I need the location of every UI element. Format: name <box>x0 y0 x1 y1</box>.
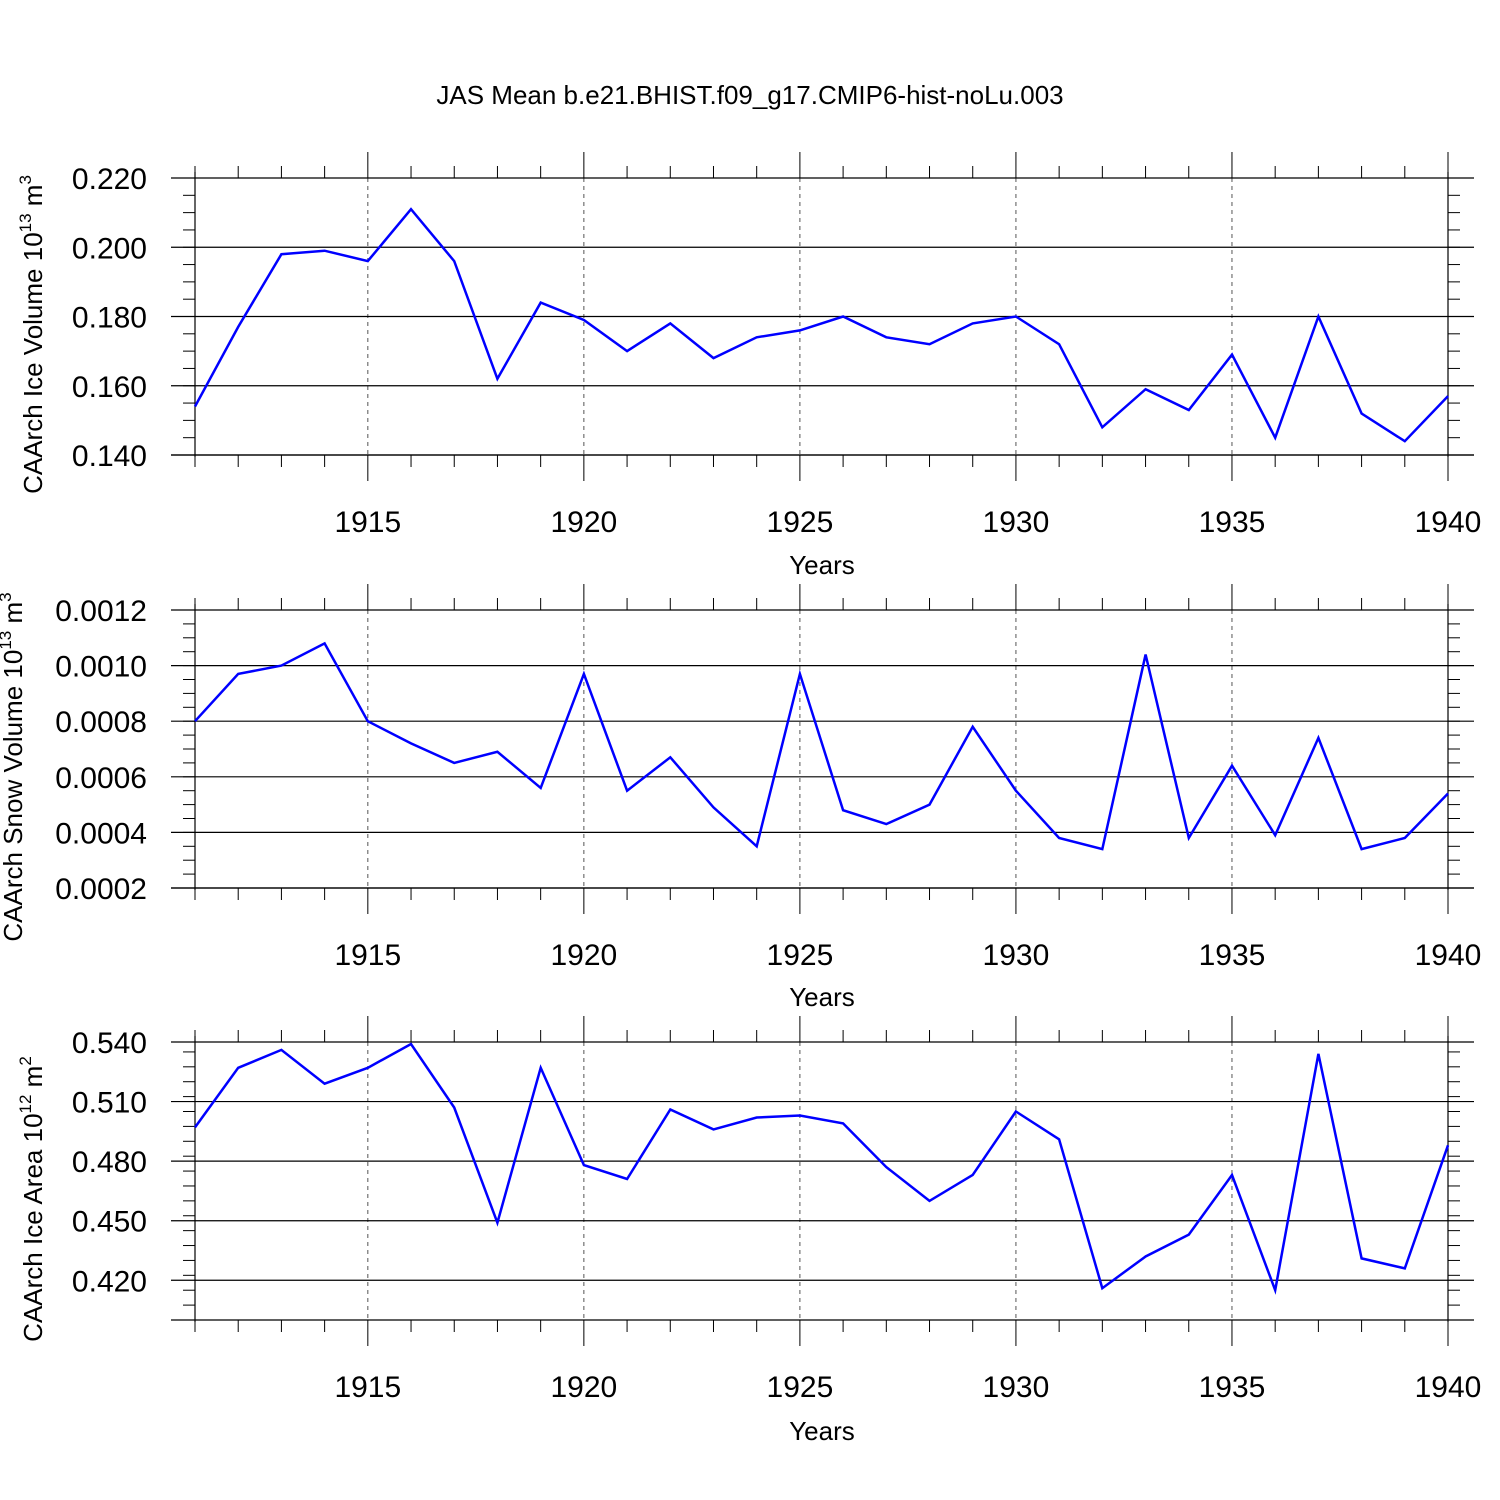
series-line <box>193 207 1449 443</box>
chart-panels: 0.140 0.160 0.180 0.200 0.220 1915 1920 1925 193… <box>0 152 1481 1446</box>
x-tick-label: 1930 <box>983 939 1050 972</box>
y-axis-label-text: CAArch Snow Volume 10 <box>0 650 28 942</box>
x-tick-label: 1935 <box>1199 1371 1266 1404</box>
y-axis-label-unit: m <box>18 1066 48 1095</box>
chart-title: JAS Mean b.e21.BHIST.f09_g17.CMIP6-hist-… <box>436 80 1063 110</box>
y-tick-label: 0.0004 <box>55 817 147 850</box>
x-tick-label: 1930 <box>983 506 1050 539</box>
y-axis-label-unit: m <box>0 602 28 631</box>
y-tick-label: 0.0008 <box>55 706 147 739</box>
y-axis-label-text: CAArch Ice Area 10 <box>18 1113 48 1341</box>
x-tick-label: 1925 <box>767 1371 834 1404</box>
x-tick-label: 1925 <box>767 939 834 972</box>
y-tick-label: 0.160 <box>72 371 147 404</box>
x-axis-label: Years <box>789 550 855 580</box>
x-tick-label: 1915 <box>334 1371 401 1404</box>
y-axis-label-exponent: 12 <box>16 1095 35 1114</box>
y-tick-label: 0.420 <box>72 1265 147 1298</box>
x-tick-label: 1940 <box>1415 939 1482 972</box>
y-axis-label-exponent: 13 <box>16 213 35 232</box>
x-tick-label: 1920 <box>550 506 617 539</box>
x-tick-label: 1940 <box>1415 506 1482 539</box>
x-tick-label: 1940 <box>1415 1371 1482 1404</box>
x-tick-label: 1915 <box>334 506 401 539</box>
y-tick-label: 0.0010 <box>55 651 147 684</box>
y-tick-label: 0.450 <box>72 1206 147 1239</box>
x-axis-label: Years <box>789 982 855 1012</box>
y-axis-label: CAArch Ice Area 1012 m2 <box>16 1056 48 1342</box>
y-axis-label: CAArch Ice Volume 1013 m3 <box>16 175 48 494</box>
y-axis-label-unit-exponent: 3 <box>16 175 35 184</box>
y-axis-label-unit-exponent: 2 <box>16 1056 35 1065</box>
y-axis-label-unit-exponent: 3 <box>0 592 15 601</box>
y-tick-label: 0.510 <box>72 1087 147 1120</box>
x-tick-label: 1920 <box>550 1371 617 1404</box>
x-tick-label: 1925 <box>767 506 834 539</box>
chart-panel-2: 0.0002 0.0004 0.0006 0.0008 0.0010 0.0012 1915… <box>0 584 1481 1012</box>
y-tick-label: 0.180 <box>72 302 147 335</box>
y-axis-label-exponent: 13 <box>0 631 15 650</box>
y-tick-label: 0.480 <box>72 1146 147 1179</box>
series-line <box>193 1042 1450 1295</box>
x-tick-label: 1935 <box>1199 939 1266 972</box>
chart-panel-3: 0.420 0.450 0.480 0.510 0.540 1915 1920 1925 193… <box>16 1016 1481 1446</box>
y-tick-label: 0.220 <box>72 163 147 196</box>
y-tick-label: 0.200 <box>72 232 147 265</box>
y-tick-label: 0.140 <box>72 440 147 473</box>
x-tick-label: 1935 <box>1199 506 1266 539</box>
x-axis-label: Years <box>789 1416 855 1446</box>
y-tick-label: 0.540 <box>72 1027 147 1060</box>
x-tick-label: 1930 <box>983 1371 1050 1404</box>
y-axis-label-text: CAArch Ice Volume 10 <box>18 232 48 494</box>
y-tick-label: 0.0006 <box>55 762 147 795</box>
y-tick-label: 0.0012 <box>55 595 147 628</box>
x-tick-label: 1920 <box>550 939 617 972</box>
y-axis-label-unit: m <box>18 185 48 214</box>
chart-panel-1: 0.140 0.160 0.180 0.200 0.220 1915 1920 1925 193… <box>16 152 1481 580</box>
series-line <box>194 641 1449 851</box>
y-tick-label: 0.0002 <box>55 873 147 906</box>
x-tick-label: 1915 <box>334 939 401 972</box>
y-axis-label: CAArch Snow Volume 1013 m3 <box>0 592 28 941</box>
